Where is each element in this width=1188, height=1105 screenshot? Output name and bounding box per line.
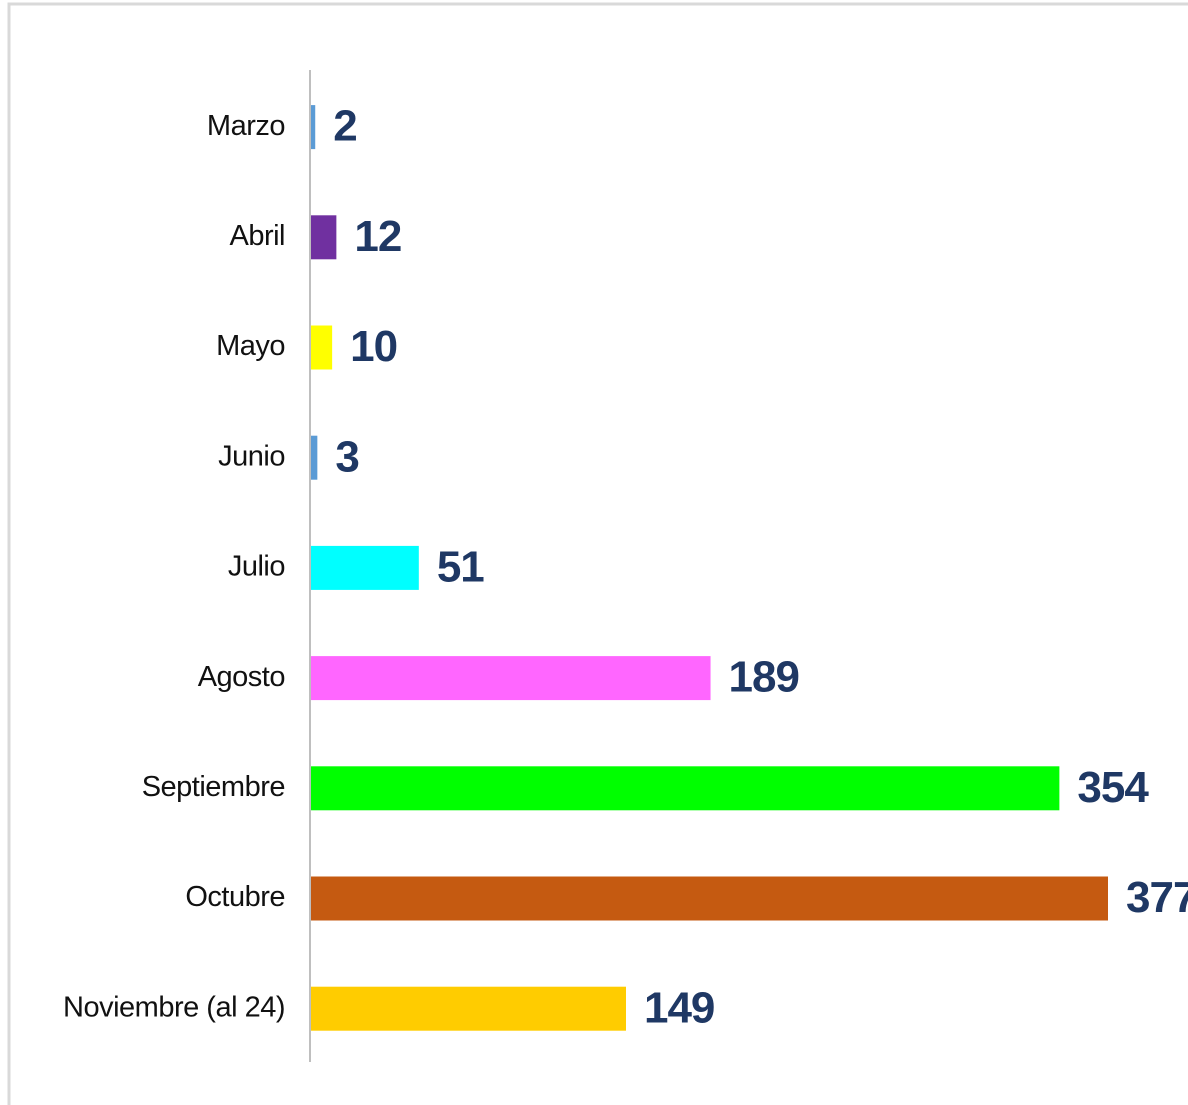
value-label: 10 [350,322,397,371]
bar [311,986,626,1031]
category-label: Agosto [198,661,285,693]
bar [311,766,1060,811]
bar [311,215,337,260]
bar [311,325,333,370]
value-label: 377 [1126,873,1188,922]
category-label: Mayo [216,330,285,362]
value-label: 51 [437,543,484,592]
category-label: Marzo [207,110,285,142]
value-label: 149 [644,983,714,1032]
category-label: Noviembre (al 24) [63,991,285,1023]
category-label: Junio [218,440,285,472]
bar [311,656,711,701]
value-label: 2 [333,102,356,151]
category-label: Septiembre [142,771,285,803]
category-label: Octubre [185,881,285,913]
value-label: 354 [1077,763,1149,812]
frame [7,2,1188,1105]
bar [311,105,316,150]
value-label: 3 [335,432,358,481]
value-label: 189 [729,653,799,702]
bar [311,545,419,590]
value-label: 12 [354,212,401,261]
category-label: Abril [229,220,285,252]
bar [311,435,318,480]
bar [311,876,1108,921]
category-label: Julio [228,551,285,583]
